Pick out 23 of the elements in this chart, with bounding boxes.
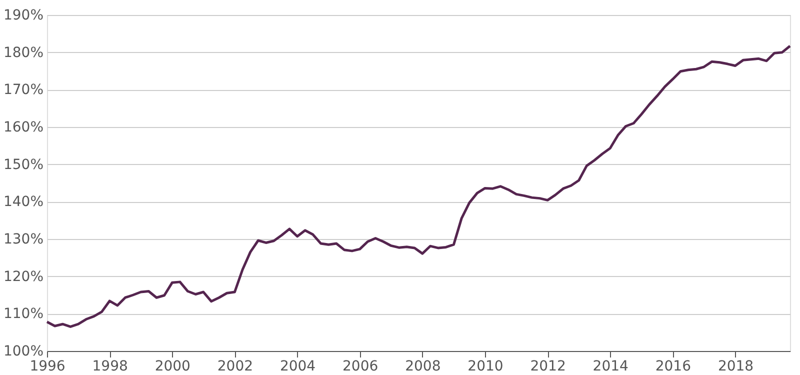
x-tick-label: 2002 <box>217 358 254 374</box>
x-tick-label: 2006 <box>342 358 378 374</box>
x-tick-label: 2008 <box>405 358 441 374</box>
y-tick-label: 150% <box>3 156 44 173</box>
y-tick-label: 120% <box>3 268 44 285</box>
y-tick-label: 170% <box>3 82 44 98</box>
x-tick-label: 1996 <box>30 358 66 374</box>
y-tick-label: 140% <box>3 194 44 210</box>
y-tick-label: 160% <box>3 120 44 136</box>
y-tick-label: 100% <box>3 344 44 360</box>
x-tick-label: 2012 <box>530 358 566 374</box>
x-tick-label: 2014 <box>592 358 629 374</box>
y-tick-label: 110% <box>3 306 44 322</box>
x-tick-label: 2000 <box>154 358 190 374</box>
y-tick-label: 190% <box>3 8 44 24</box>
line-series <box>46 44 792 328</box>
x-tick-label: 2010 <box>468 358 504 374</box>
y-tick-label: 130% <box>3 232 44 248</box>
x-tick-label: 2018 <box>718 358 754 374</box>
x-tick-label: 2016 <box>655 358 692 374</box>
y-tick-label: 180% <box>3 44 44 61</box>
x-tick-label: 2004 <box>280 358 316 374</box>
x-tick-label: 1998 <box>92 358 128 374</box>
